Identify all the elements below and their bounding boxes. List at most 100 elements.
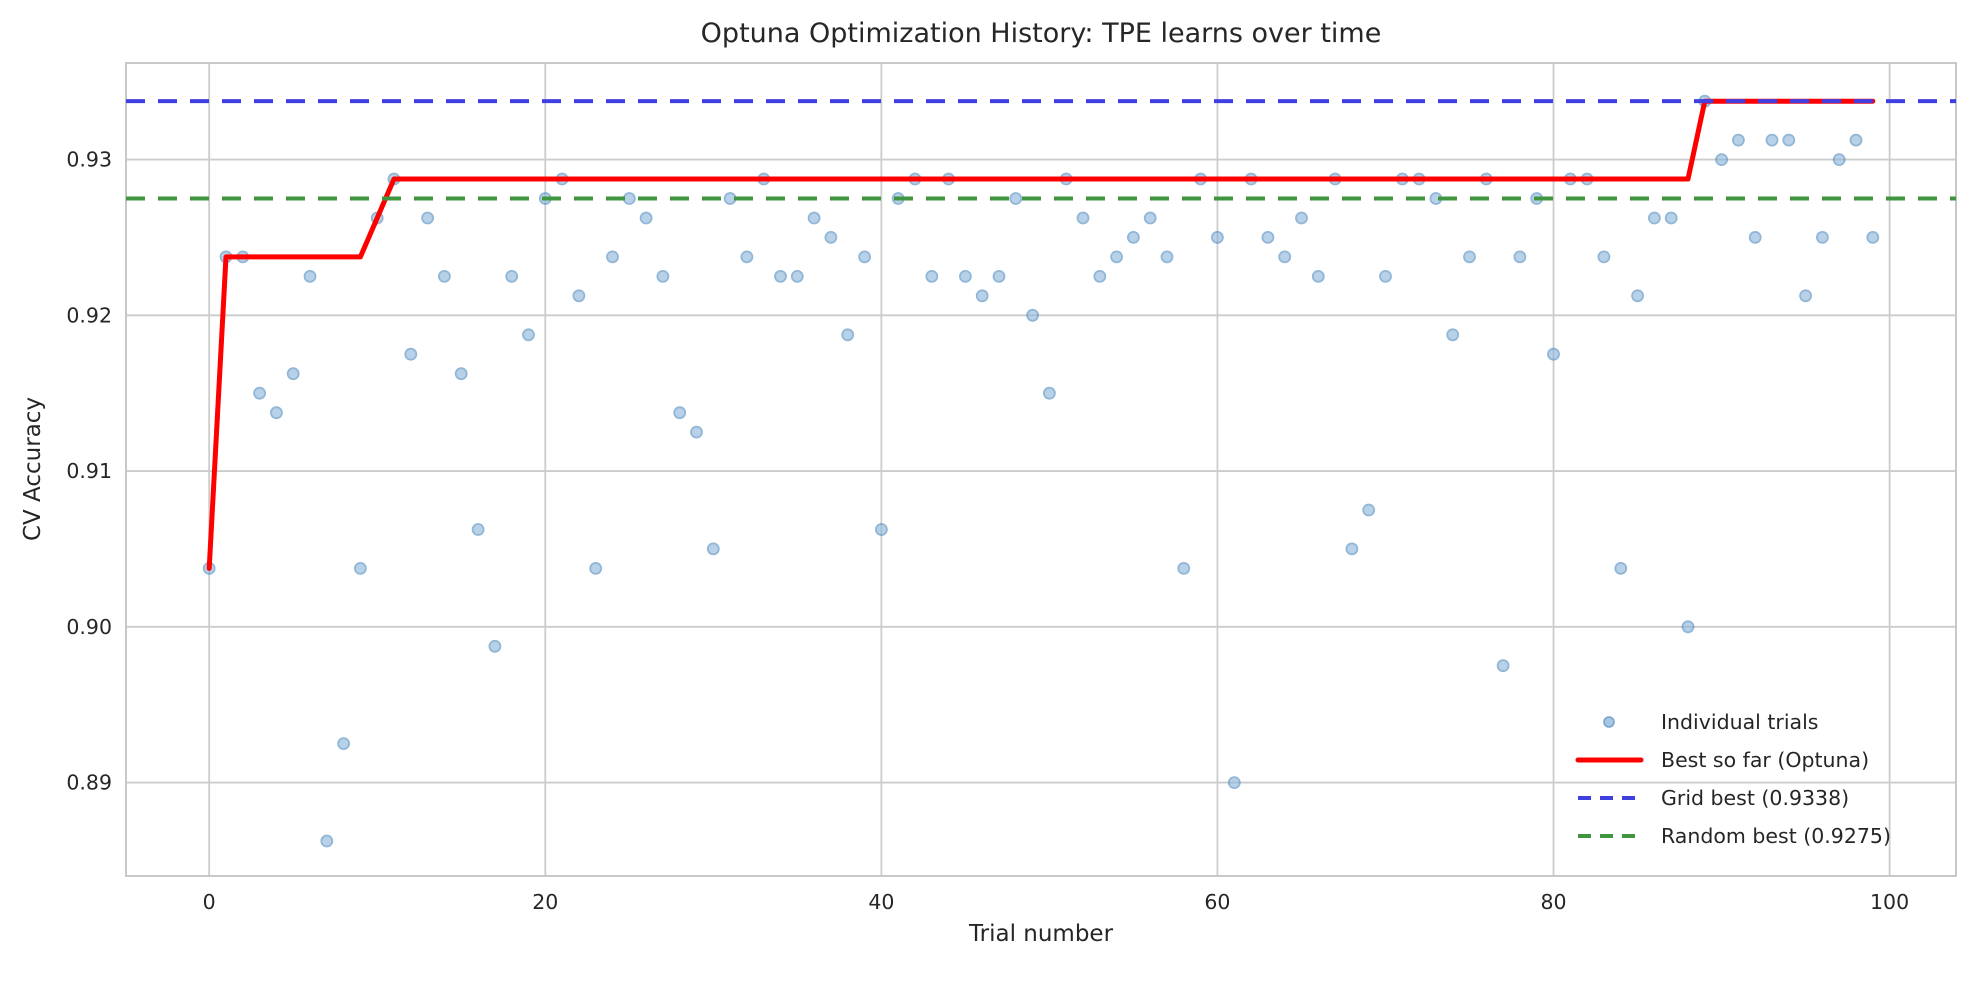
scatter-point [925, 269, 939, 283]
x-tick-labels: 0 20 40 60 80 100 [203, 890, 1909, 914]
scatter-point [1311, 269, 1325, 283]
scatter-point [1799, 289, 1812, 303]
scatter-point [454, 367, 468, 381]
scatter-point [1664, 211, 1678, 225]
scatter-point [1597, 250, 1611, 264]
scatter-point [723, 192, 737, 205]
scatter-point [1631, 289, 1644, 303]
scatter-point [1832, 153, 1846, 167]
y-tick-label: 0.91 [66, 459, 112, 483]
scatter-point [522, 328, 535, 342]
scatter-point [1849, 133, 1863, 147]
chart-title: Optuna Optimization History: TPE learns … [701, 18, 1382, 49]
y-tick-labels: 0.89 0.90 0.91 0.92 0.93 [66, 148, 112, 795]
scatter-point [253, 386, 267, 400]
scatter-point [1093, 269, 1107, 283]
scatter-point [1143, 211, 1157, 225]
scatter-point [1362, 503, 1376, 517]
scatter-point [1547, 347, 1560, 361]
scatter-point [1177, 562, 1191, 575]
scatter-point [1496, 659, 1510, 673]
x-tick-label: 0 [203, 890, 216, 914]
scatter-point [1160, 250, 1174, 264]
x-tick-label: 40 [868, 890, 894, 914]
scatter-point [1379, 269, 1392, 283]
scatter-point [505, 269, 519, 283]
scatter-point [1681, 620, 1695, 634]
scatter-point [1278, 250, 1292, 264]
scatter-point [673, 406, 687, 420]
scatter-point [706, 542, 720, 556]
scatter-point [606, 250, 619, 264]
legend-label-best-so-far: Best so far (Optuna) [1661, 748, 1869, 772]
scatter-point [286, 367, 300, 381]
x-tick-label: 60 [1204, 890, 1230, 914]
scatter-point [1463, 250, 1476, 264]
scatter-point [303, 269, 317, 283]
scatter-point [1261, 230, 1275, 244]
scatter-point [1715, 153, 1728, 167]
legend-label-random-best: Random best (0.9275) [1661, 824, 1891, 848]
scatter-point [1748, 230, 1762, 244]
x-tick-label: 20 [532, 890, 558, 914]
scatter-point [1765, 133, 1779, 147]
scatter-point [337, 737, 351, 750]
scatter-point [488, 639, 502, 653]
scatter-point [1026, 308, 1039, 322]
scatter-point [1648, 211, 1661, 225]
scatter-point [421, 211, 435, 225]
scatter-point [572, 289, 586, 303]
scatter-point [841, 328, 855, 342]
scatter-point [639, 211, 653, 225]
scatter-point [1009, 192, 1023, 205]
legend-scatter-marker-icon [1603, 716, 1615, 728]
scatter-point [589, 562, 603, 575]
scatter-point [471, 523, 485, 536]
scatter-point [690, 425, 703, 439]
scatter-point [320, 834, 334, 848]
axes-border [125, 62, 1957, 877]
scatter-point [1076, 211, 1090, 225]
scatter-point [774, 269, 787, 283]
scatter-point [1782, 133, 1796, 147]
scatter-point [1513, 250, 1527, 264]
scatter-point [1295, 211, 1308, 225]
scatter-point [622, 192, 636, 205]
legend-label-grid-best: Grid best (0.9338) [1661, 786, 1849, 810]
scatter-point [1227, 776, 1241, 789]
scatter-point [1446, 328, 1460, 342]
scatter-point [975, 289, 989, 303]
scatter-point [404, 347, 418, 361]
scatter-point [740, 250, 754, 264]
scatter-point [1614, 562, 1628, 575]
scatter-point [656, 269, 670, 283]
grid-layer [126, 63, 1956, 876]
scatter-point [959, 269, 972, 283]
scatter-point [824, 230, 838, 244]
y-tick-label: 0.93 [66, 148, 112, 172]
y-tick-label: 0.92 [66, 303, 112, 327]
legend: Individual trials Best so far (Optuna) G… [1575, 710, 1891, 848]
y-axis-label: CV Accuracy [20, 397, 46, 541]
scatter-point [1211, 230, 1224, 244]
scatter-point [1043, 386, 1056, 400]
scatter-point [875, 523, 888, 536]
scatter-series-individual-trials [202, 94, 1880, 848]
scatter-point [1816, 230, 1829, 244]
y-tick-label: 0.90 [66, 615, 112, 639]
x-tick-label: 80 [1540, 890, 1566, 914]
scatter-point [1866, 230, 1880, 244]
scatter-point [1345, 542, 1359, 556]
scatter-point [790, 269, 804, 283]
scatter-point [1110, 250, 1123, 264]
scatter-point [437, 269, 451, 283]
scatter-point [858, 250, 871, 264]
scatter-point [353, 562, 367, 575]
scatter-point [269, 406, 283, 420]
y-tick-label: 0.89 [66, 771, 112, 795]
scatter-point [807, 211, 821, 225]
scatter-point [1127, 230, 1140, 244]
